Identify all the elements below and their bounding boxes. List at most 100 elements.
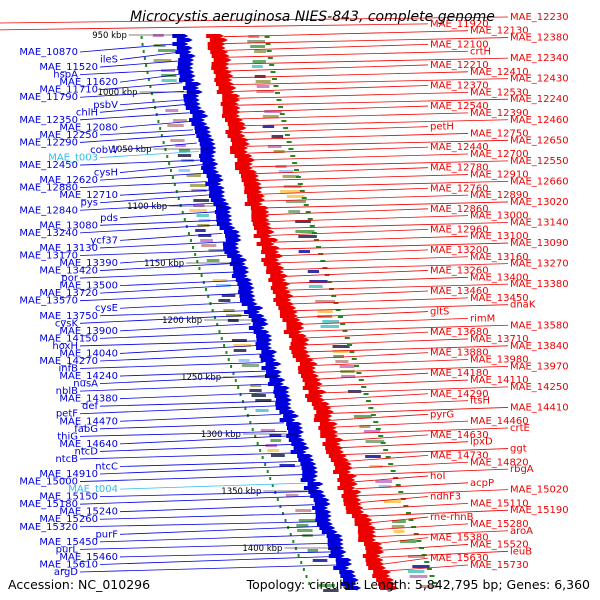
minus-strand-gene — [191, 122, 208, 126]
gc-skew-mark — [256, 442, 259, 445]
minus-strand-gene — [198, 138, 215, 142]
minus-gene-label: MAE_12450 — [19, 160, 78, 171]
scale-mark-label: 950 kbp — [92, 31, 127, 41]
minus-strand-gene — [201, 166, 218, 170]
genome-summary-label: Topology: circular; Length: 5,842,795 bp… — [246, 577, 590, 592]
minus-gene-label: MAE_12350 — [19, 115, 78, 126]
plus-gene-leader — [305, 338, 469, 346]
plus-gene-label: MAE_14250 — [510, 382, 569, 393]
gc-skew-mark — [388, 463, 394, 465]
minus-strand-gene — [231, 274, 248, 278]
feature-block — [365, 455, 381, 458]
minus-gene-leader — [99, 491, 309, 498]
feature-block — [339, 365, 355, 368]
gc-skew-mark — [393, 477, 399, 479]
minus-gene-label: MAE_15000 — [19, 477, 78, 488]
minus-strand-gene — [310, 494, 327, 498]
plus-gene-leader — [253, 167, 429, 175]
minus-gene-label: ntcD — [75, 446, 99, 457]
minus-strand-gene — [225, 234, 242, 238]
minus-strand-gene — [333, 566, 350, 570]
plus-gene-leader — [372, 530, 509, 538]
minus-strand-gene — [314, 502, 331, 506]
minus-strand-gene — [241, 302, 258, 306]
minus-gene-label: MAE_13130 — [39, 243, 98, 254]
minus-gene-leader — [99, 556, 334, 565]
minus-strand-gene — [286, 434, 303, 438]
plus-gene-label: MAE_15190 — [510, 505, 569, 516]
minus-strand-gene — [328, 554, 345, 558]
plus-strand-gene — [279, 314, 298, 318]
minus-gene-leader — [99, 129, 194, 136]
feature-block — [359, 425, 371, 428]
feature-block — [201, 244, 217, 247]
minus-gene-label: MAE_15180 — [19, 499, 78, 510]
minus-strand-gene — [302, 470, 319, 474]
plus-gene-label: MAE_13160 — [470, 252, 529, 263]
feature-block — [193, 199, 210, 202]
minus-strand-gene — [208, 194, 225, 198]
plus-strand-gene — [343, 502, 362, 506]
feature-block — [279, 464, 295, 467]
plus-strand-gene — [365, 558, 384, 562]
feature-block — [175, 144, 186, 147]
plus-strand-gene — [211, 62, 230, 66]
feature-block — [363, 430, 381, 433]
plus-gene-leader — [352, 475, 429, 483]
plus-strand-gene — [263, 262, 282, 266]
feature-block — [297, 529, 313, 532]
plus-gene-label: MAE_15630 — [430, 553, 489, 564]
plus-strand-gene — [282, 318, 301, 322]
plus-gene-leader — [257, 181, 509, 188]
feature-block — [353, 415, 372, 418]
gc-skew-mark — [347, 344, 353, 346]
gc-skew-mark — [349, 351, 355, 353]
feature-block — [178, 169, 191, 172]
plus-gene-leader — [0, 16, 509, 24]
plus-strand-gene — [243, 182, 262, 186]
feature-block — [170, 139, 185, 142]
plus-strand-gene — [300, 374, 319, 378]
feature-block — [383, 500, 401, 503]
plus-gene-label: MAE_12340 — [510, 53, 569, 64]
plus-strand-gene — [270, 274, 289, 278]
plus-gene-leader — [345, 455, 429, 462]
plus-gene-label: MAE_12390 — [470, 108, 529, 119]
plus-strand-gene — [337, 486, 356, 490]
feature-block — [298, 519, 317, 522]
plus-strand-gene — [357, 530, 376, 534]
gc-skew-mark — [297, 183, 303, 185]
gc-skew-mark — [220, 337, 223, 340]
plus-gene-leader — [246, 139, 509, 147]
plus-gene-leader — [283, 270, 429, 277]
gc-skew-mark — [288, 148, 294, 150]
feature-block — [271, 135, 284, 138]
gc-skew-mark — [170, 169, 173, 172]
plus-gene-leader — [265, 208, 429, 216]
minus-gene-leader — [79, 564, 337, 573]
plus-strand-gene — [343, 490, 362, 494]
minus-gene-leader — [79, 340, 256, 347]
feature-block — [270, 439, 282, 442]
minus-strand-gene — [248, 314, 265, 318]
minus-gene-label: MAE_13170 — [19, 250, 78, 261]
plus-gene-leader — [330, 413, 429, 421]
feature-block — [335, 360, 349, 363]
minus-strand-gene — [288, 430, 305, 434]
minus-strand-gene — [229, 262, 246, 266]
minus-strand-gene — [339, 570, 356, 574]
plus-gene-label: MAE_13270 — [510, 259, 569, 270]
minus-strand-gene — [342, 578, 359, 582]
plus-strand-gene — [311, 402, 330, 406]
plus-gene-label: MAE_13970 — [510, 361, 569, 372]
gc-skew-mark — [281, 120, 287, 122]
minus-strand-gene — [216, 218, 233, 222]
minus-strand-gene — [177, 66, 194, 70]
minus-strand-gene — [219, 226, 236, 230]
accession-label: Accession: NC_010296 — [8, 577, 151, 592]
minus-strand-gene — [315, 518, 332, 522]
plus-gene-label: MAE_12750 — [470, 128, 529, 139]
plus-gene-leader — [269, 222, 509, 229]
minus-strand-gene — [301, 466, 318, 470]
minus-gene-leader — [119, 301, 244, 309]
